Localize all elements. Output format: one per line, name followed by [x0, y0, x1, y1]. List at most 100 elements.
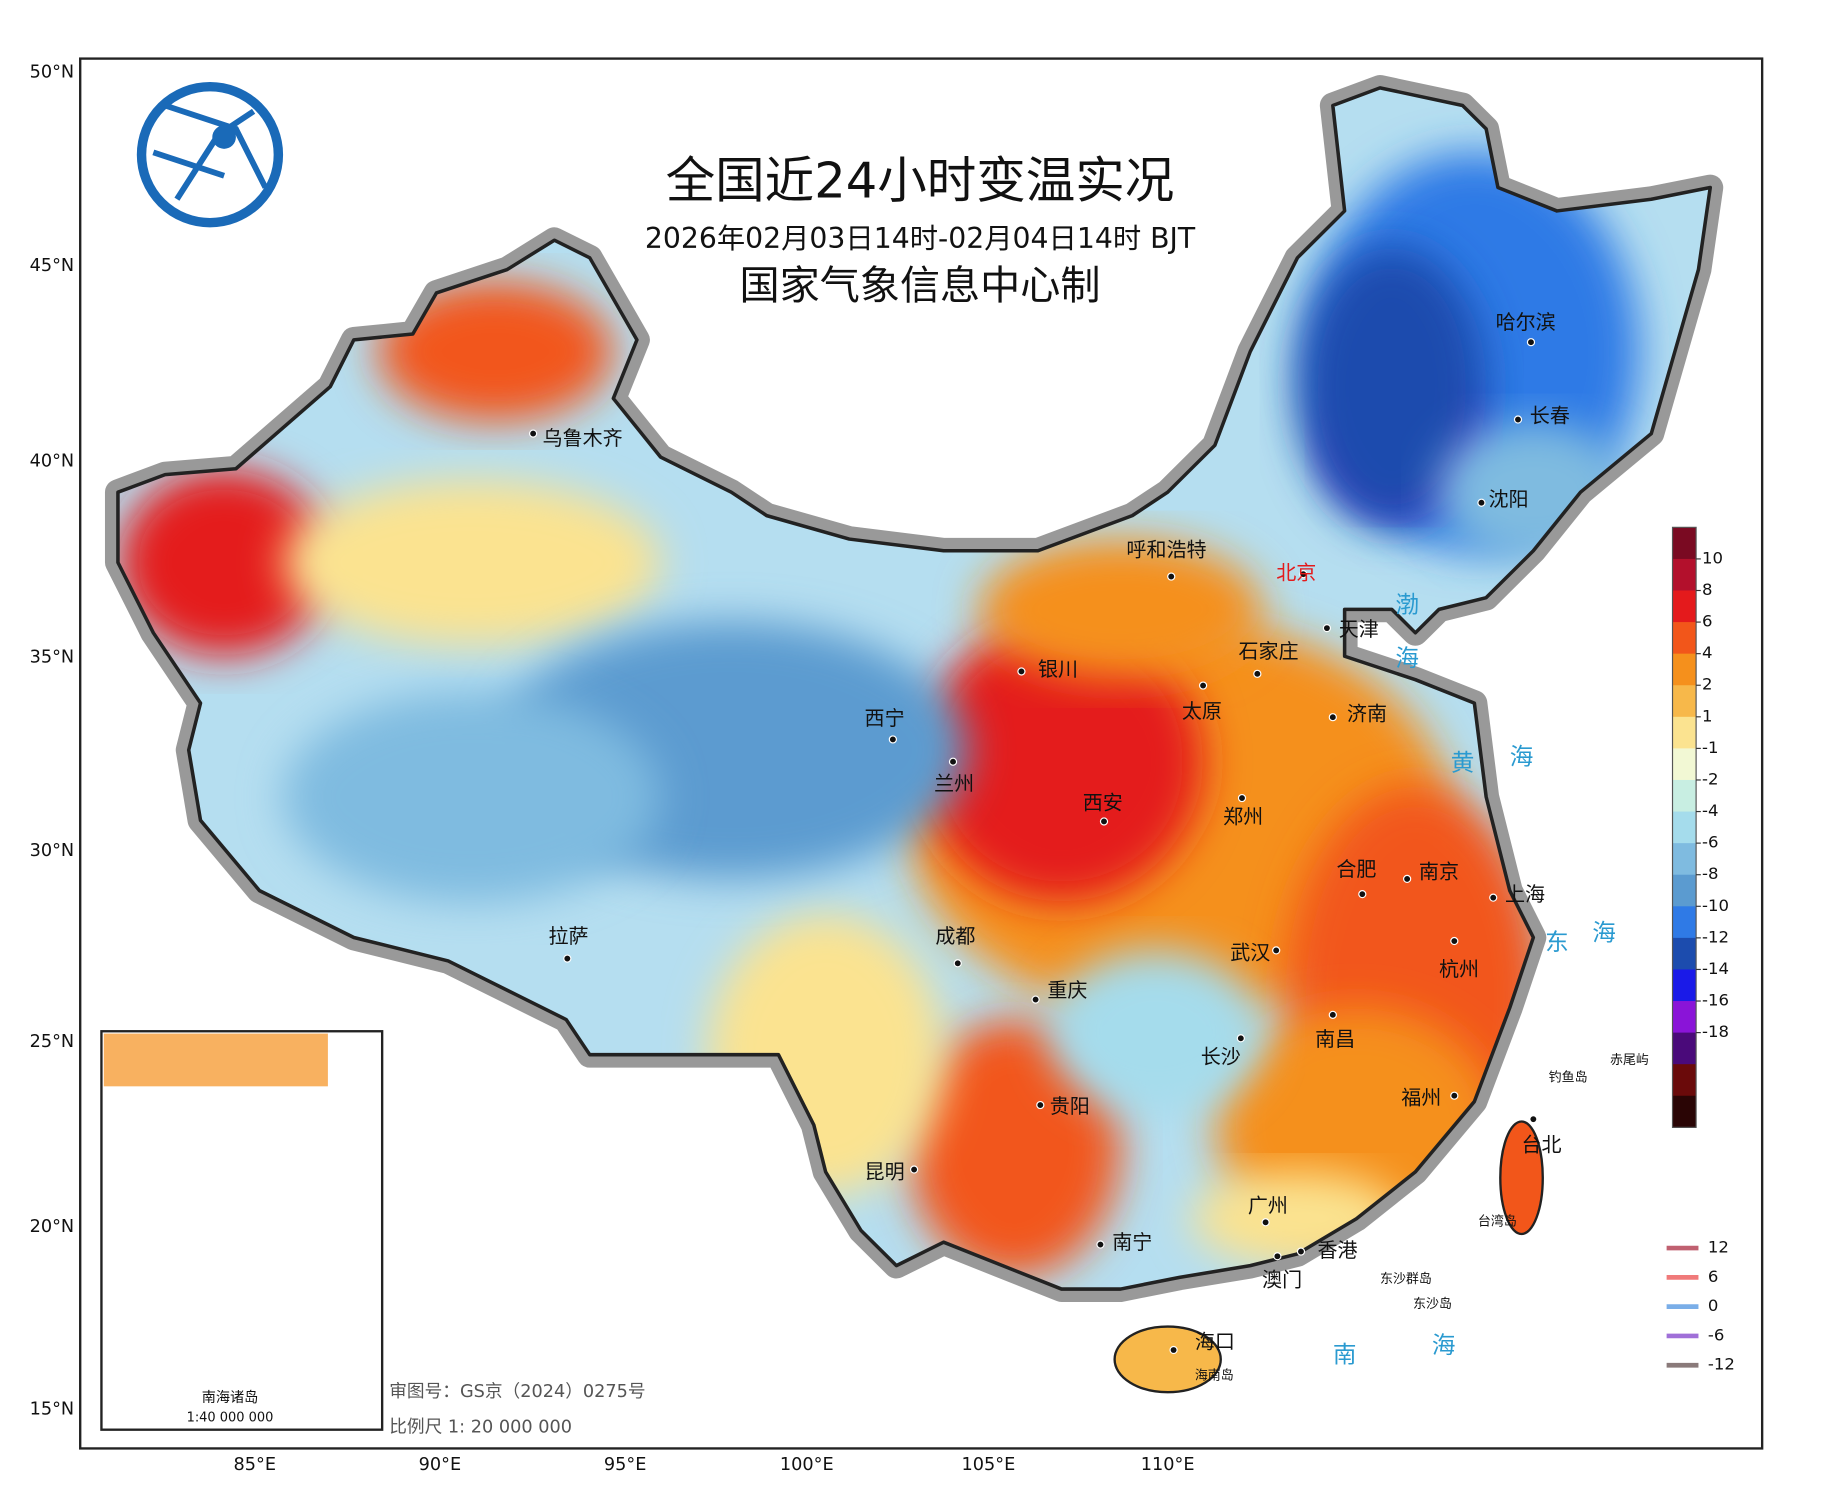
colorbar-swatch — [1672, 811, 1697, 844]
city-label: 杭州 — [1439, 957, 1479, 981]
inset-title: 南海诸岛 — [202, 1390, 259, 1406]
colorbar-label: 10 — [1702, 548, 1723, 567]
city-label: 台北 — [1522, 1133, 1562, 1157]
lat-label: 30°N — [30, 841, 75, 861]
colorbar-label: 8 — [1702, 580, 1713, 599]
colorbar-label: 2 — [1702, 675, 1713, 694]
colorbar-label: 4 — [1702, 643, 1713, 662]
city-label: 澳门 — [1262, 1267, 1302, 1291]
city-dot — [888, 735, 897, 744]
city-dot — [1328, 713, 1337, 722]
colorbar-label: 1 — [1702, 706, 1713, 725]
city-dot — [1296, 1247, 1306, 1256]
contour-label: -6 — [1708, 1325, 1724, 1344]
colorbar-swatch — [1672, 1001, 1697, 1034]
city-label: 合肥 — [1336, 857, 1376, 881]
colorbar-swatch — [1672, 843, 1697, 876]
city-dot — [1322, 624, 1332, 633]
place-label: 海南岛 — [1195, 1367, 1234, 1383]
city-label: 呼和浩特 — [1126, 537, 1206, 561]
colorbar-label: -18 — [1702, 1022, 1729, 1041]
city-dot — [1096, 1240, 1105, 1249]
city-dot — [1036, 1100, 1045, 1110]
colorbar-swatch — [1672, 1064, 1697, 1097]
colorbar-label: 6 — [1702, 612, 1713, 631]
city-label: 西安 — [1083, 790, 1123, 814]
city-label: 昆明 — [865, 1160, 905, 1184]
city-dot — [1236, 1034, 1245, 1043]
place-label: 赤尾屿 — [1610, 1053, 1649, 1068]
city-label: 南宁 — [1112, 1230, 1152, 1254]
logo-ring — [136, 82, 284, 228]
city-dot — [1513, 415, 1523, 424]
field-blob — [1049, 949, 1263, 1114]
colorbar-swatch — [1672, 685, 1697, 718]
lon-label: 110°E — [1141, 1455, 1195, 1475]
colorbar-swatch — [1672, 748, 1697, 781]
city-label: 海口 — [1195, 1330, 1235, 1354]
colorbar-label: -1 — [1702, 738, 1718, 757]
lon-label: 95°E — [604, 1455, 647, 1475]
contour-label: -12 — [1708, 1355, 1735, 1374]
city-dot — [1489, 893, 1498, 902]
lat-label: 35°N — [30, 647, 75, 667]
contour-label: 0 — [1708, 1296, 1719, 1315]
city-dot — [1477, 498, 1486, 507]
colorbar-swatch — [1672, 937, 1697, 971]
colorbar-label: -6 — [1702, 833, 1718, 852]
sea-label: 海 — [1395, 644, 1419, 672]
colorbar-swatch — [1672, 622, 1697, 655]
sea-label: 海 — [1432, 1331, 1456, 1359]
lon-label: 105°E — [962, 1455, 1016, 1475]
city-label: 银川 — [1038, 657, 1078, 681]
city-label: 福州 — [1401, 1086, 1441, 1110]
colorbar-swatch — [1672, 969, 1697, 1002]
city-label: 郑州 — [1223, 805, 1263, 829]
colorbar-swatch — [1672, 558, 1697, 592]
field-blob — [978, 539, 1263, 680]
city-label: 成都 — [935, 924, 975, 948]
colorbar-label: -16 — [1702, 991, 1729, 1010]
inset-frame — [100, 1030, 384, 1431]
field-blob — [908, 1019, 1121, 1278]
lat-label: 45°N — [30, 256, 75, 276]
city-label: 哈尔滨 — [1496, 310, 1556, 334]
inset-land — [103, 1033, 328, 1087]
colorbar-swatch — [1672, 779, 1697, 813]
colorbar-label: -12 — [1702, 927, 1729, 946]
contour-label: 12 — [1708, 1238, 1729, 1257]
city-dot — [1529, 1115, 1538, 1124]
city-dot — [1237, 793, 1247, 803]
place-label: 东沙岛 — [1413, 1296, 1452, 1312]
lon-label: 100°E — [780, 1455, 834, 1475]
city-label: 上海 — [1505, 882, 1545, 906]
city-label: 重庆 — [1047, 978, 1087, 1002]
city-label: 香港 — [1317, 1238, 1357, 1262]
sea-label: 黄 — [1451, 749, 1475, 777]
lon-label: 85°E — [234, 1455, 277, 1475]
city-label: 武汉 — [1230, 940, 1270, 964]
sea-label: 东 — [1545, 928, 1569, 956]
city-dot — [1198, 681, 1208, 690]
city-label: 西宁 — [865, 706, 905, 730]
lat-label: 40°N — [30, 452, 75, 472]
city-label: 天津 — [1339, 617, 1379, 641]
title: 全国近24小时变温实况 — [666, 152, 1175, 210]
city-dot — [1017, 667, 1026, 676]
city-dot — [1403, 874, 1412, 884]
city-dot — [1299, 570, 1308, 579]
colorbar-label: -10 — [1702, 896, 1729, 915]
city-dot — [909, 1165, 919, 1174]
city-dot — [1450, 936, 1459, 946]
place-label: 东沙群岛 — [1380, 1271, 1432, 1287]
lat-label: 15°N — [30, 1400, 75, 1420]
city-dot — [1031, 995, 1040, 1004]
city-label: 兰州 — [934, 772, 974, 796]
field-blob — [920, 621, 1204, 903]
logo-dot — [212, 125, 236, 149]
logo — [136, 82, 284, 228]
city-label: 沈阳 — [1489, 487, 1529, 511]
city-dot — [1099, 817, 1109, 826]
